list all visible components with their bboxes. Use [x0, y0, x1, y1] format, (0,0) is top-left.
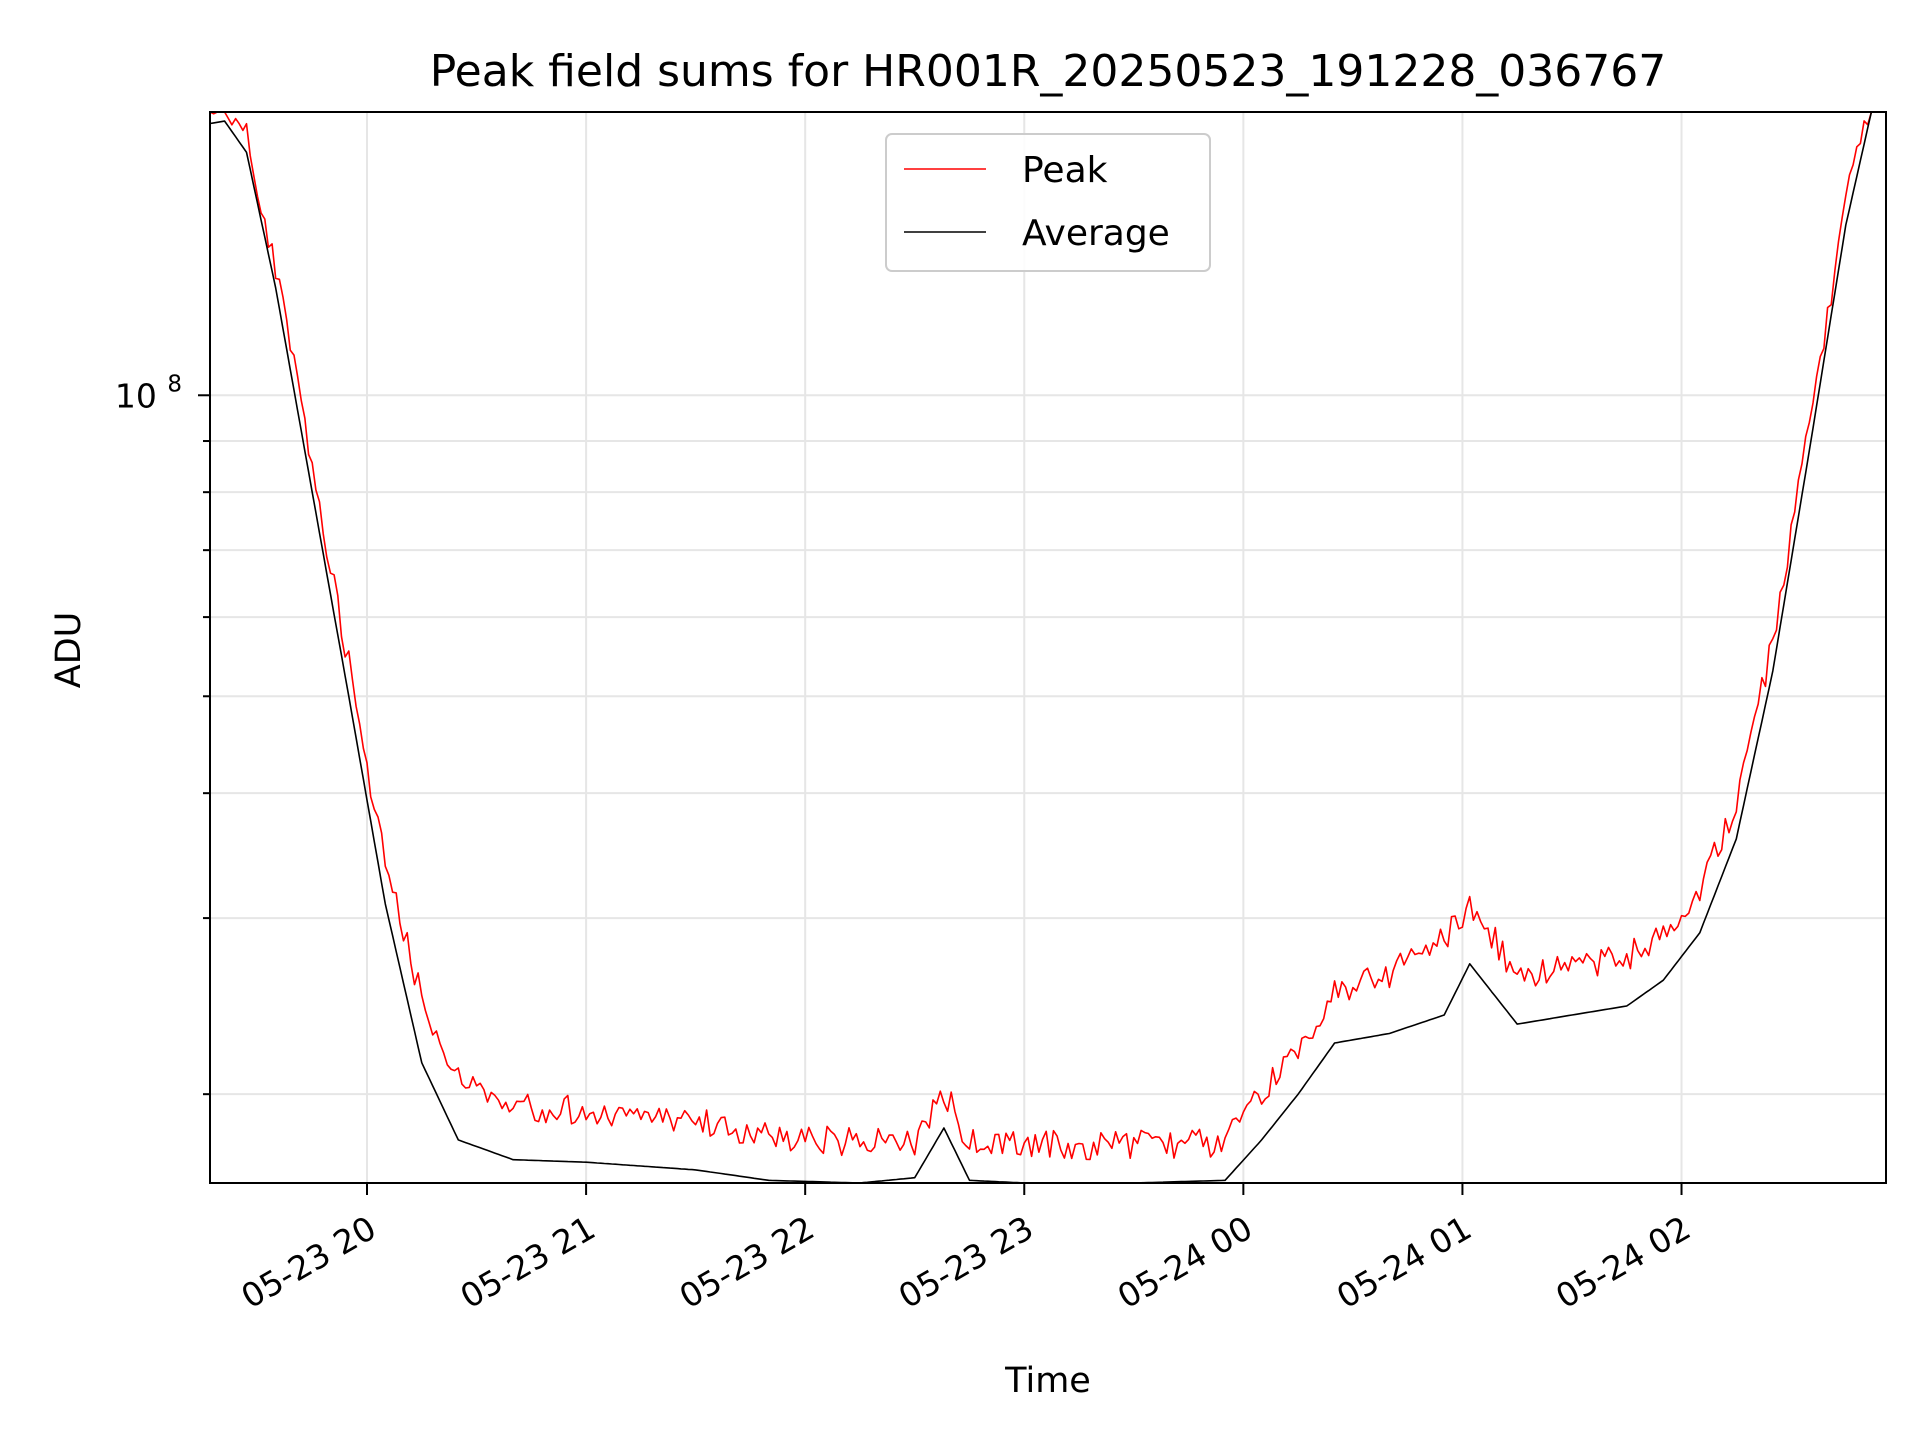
legend-label-average: Average — [1022, 213, 1170, 254]
legend: Peak Average — [885, 133, 1211, 272]
legend-label-peak: Peak — [1022, 150, 1108, 191]
series-line-peak — [209, 111, 1873, 1161]
y-axis-label: ADU — [49, 612, 89, 689]
plot-frame — [209, 111, 1887, 1184]
y-tick-mantissa: 10 — [115, 376, 157, 415]
y-tick-exponent: 8 — [167, 371, 182, 397]
x-axis-label: Time — [1004, 1361, 1091, 1401]
grid-lines — [210, 112, 1886, 1183]
y-tick-label: 10 8 — [115, 371, 182, 415]
chart-title: Peak field sums for HR001R_20250523_1912… — [430, 46, 1667, 97]
